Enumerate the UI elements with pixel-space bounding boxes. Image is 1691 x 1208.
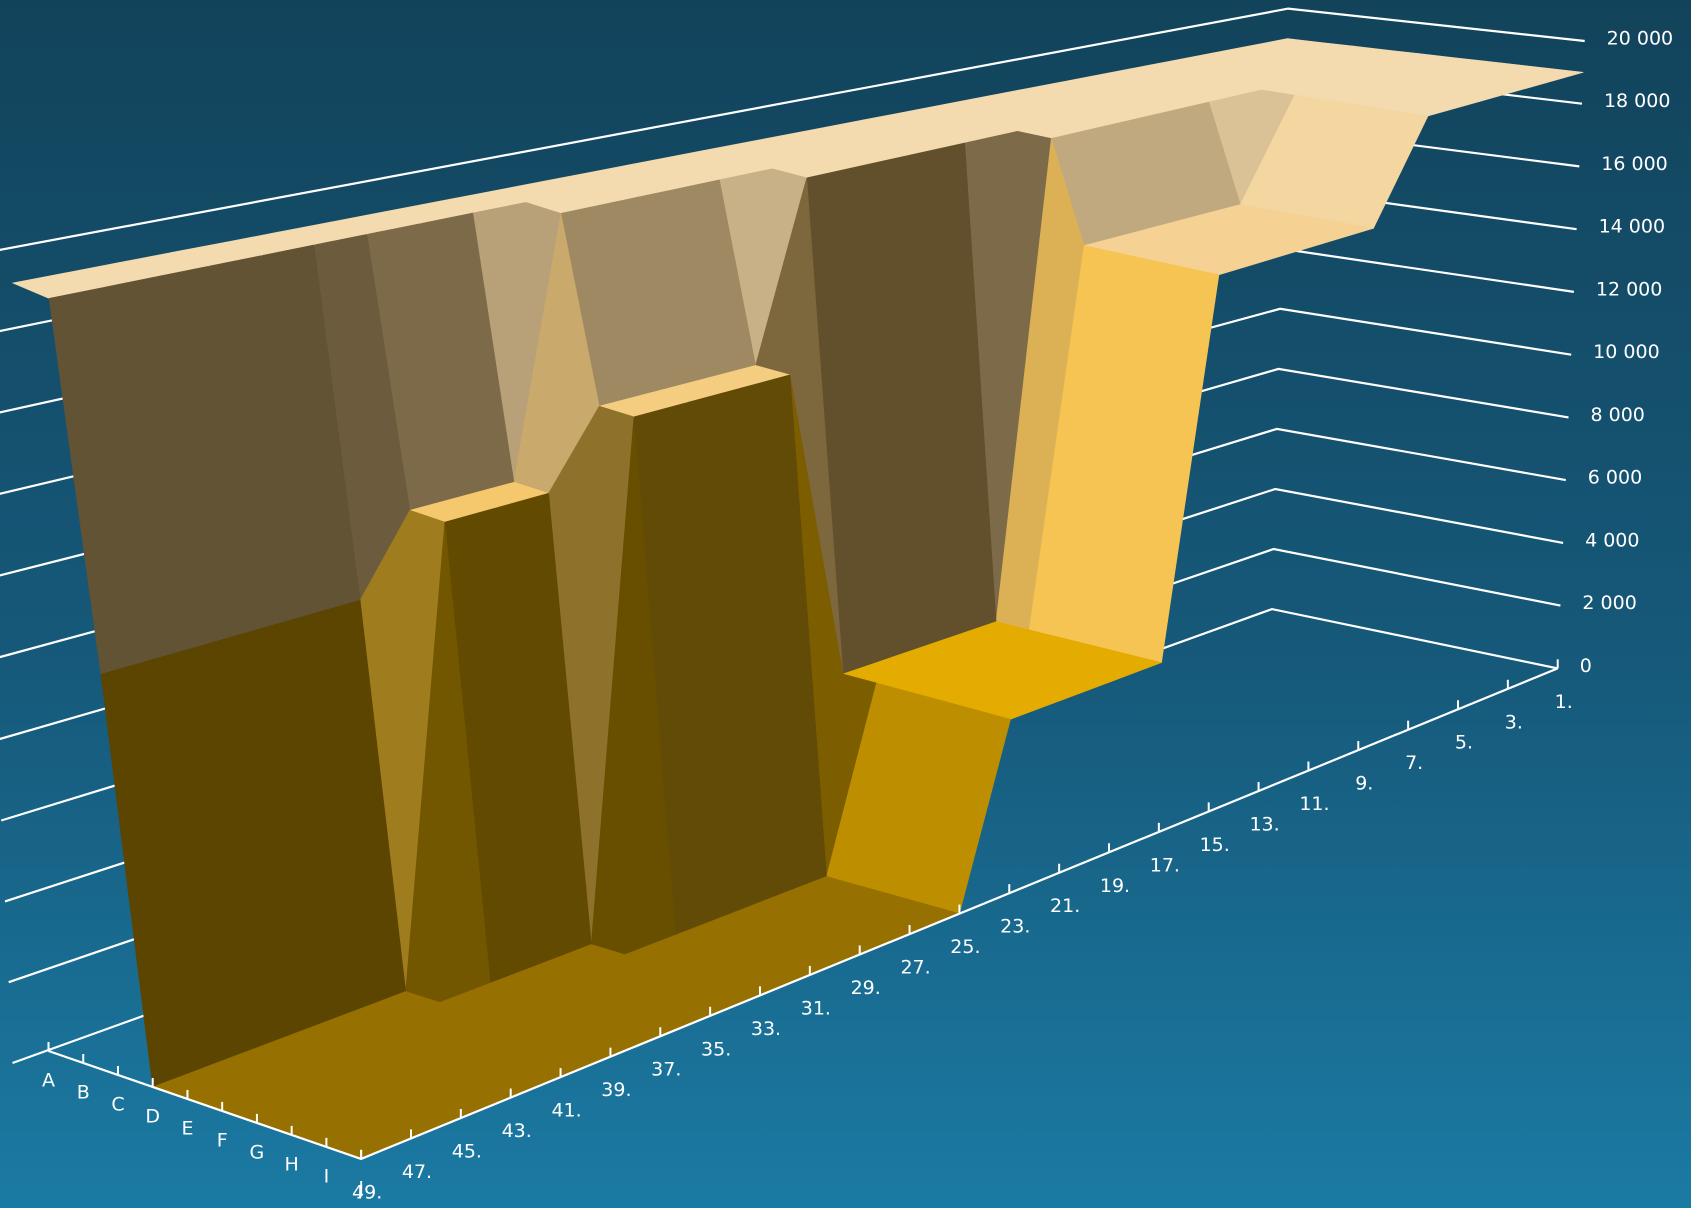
- x-tick-label: G: [250, 1141, 265, 1163]
- y-tick-label: 31.: [801, 997, 831, 1019]
- z-tick-label: 14 000: [1599, 216, 1665, 238]
- x-tick-label: A: [42, 1070, 55, 1092]
- y-tick-label: 27.: [900, 957, 930, 979]
- y-tick-label: 17.: [1150, 854, 1180, 876]
- y-tick-label: 3.: [1505, 711, 1523, 733]
- y-tick-label: 21.: [1050, 895, 1080, 917]
- z-tick-label: 18 000: [1604, 90, 1670, 112]
- z-tick-label: 0: [1580, 655, 1592, 677]
- y-tick-label: 5.: [1455, 732, 1473, 754]
- y-tick-label: 1.: [1555, 691, 1573, 713]
- x-tick-label: D: [145, 1105, 160, 1127]
- z-tick-label: 16 000: [1601, 153, 1667, 175]
- x-tick-label: B: [77, 1082, 90, 1104]
- y-tick-label: 35.: [701, 1038, 731, 1060]
- z-tick-label: 12 000: [1596, 278, 1662, 300]
- x-tick-label: F: [217, 1129, 228, 1151]
- y-tick-label: 33.: [751, 1018, 781, 1040]
- y-tick-label: 7.: [1405, 752, 1423, 774]
- z-tick-label: 8 000: [1590, 404, 1644, 426]
- y-tick-label: 49.: [352, 1181, 382, 1203]
- y-tick-label: 39.: [601, 1079, 631, 1101]
- z-tick-label: 10 000: [1593, 341, 1659, 363]
- x-tick-label: H: [285, 1153, 299, 1175]
- grid-line: [0, 7, 1585, 251]
- x-tick-label: E: [181, 1117, 193, 1139]
- y-tick-label: 9.: [1355, 773, 1373, 795]
- z-tick-label: 6 000: [1588, 467, 1642, 489]
- x-tick-label: J: [357, 1177, 364, 1199]
- x-tick-label: C: [111, 1094, 124, 1116]
- y-tick-label: 15.: [1200, 834, 1230, 856]
- z-tick-label: 4 000: [1585, 529, 1639, 551]
- y-tick-label: 11.: [1299, 793, 1329, 815]
- y-tick-label: 45.: [452, 1140, 482, 1162]
- y-tick-label: 43.: [502, 1120, 532, 1142]
- y-tick-label: 23.: [1000, 916, 1030, 938]
- y-tick-label: 37.: [651, 1059, 681, 1081]
- y-tick-label: 13.: [1249, 813, 1279, 835]
- y-tick-label: 19.: [1100, 875, 1130, 897]
- z-tick-label: 2 000: [1582, 592, 1636, 614]
- y-tick-label: 25.: [950, 936, 980, 958]
- x-tick-label: I: [324, 1165, 330, 1187]
- y-tick-label: 29.: [851, 977, 881, 999]
- y-tick-label: 47.: [402, 1161, 432, 1183]
- z-tick-label: 20 000: [1607, 27, 1673, 49]
- y-tick-label: 41.: [551, 1100, 581, 1122]
